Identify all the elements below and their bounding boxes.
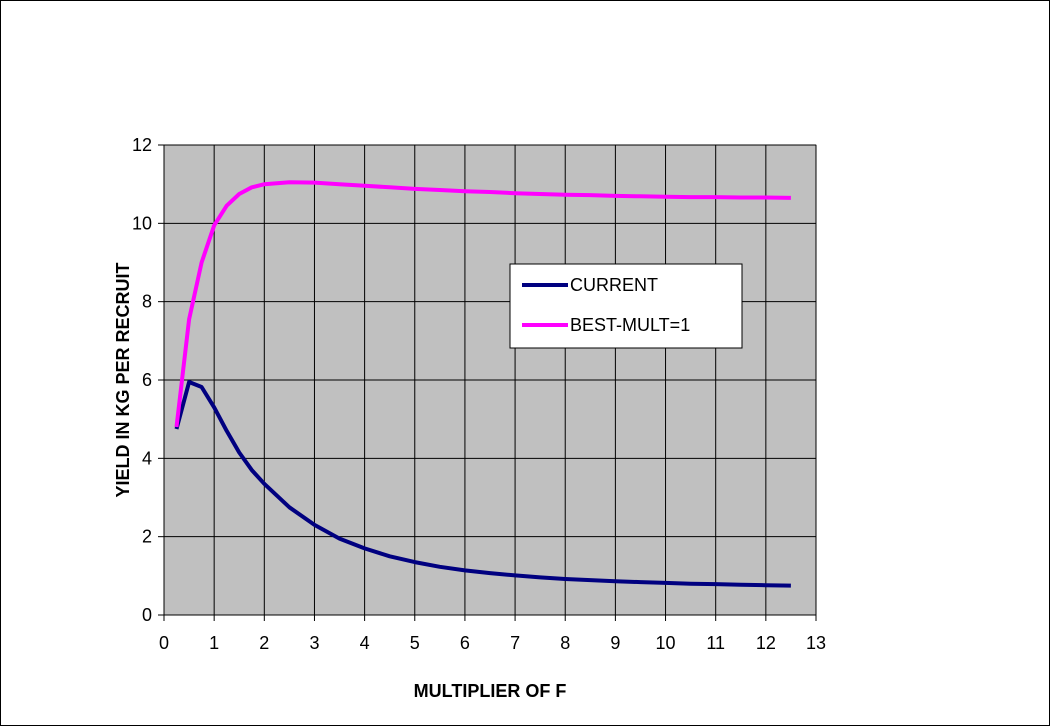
y-axis-title: YIELD IN KG PER RECRUIT <box>113 262 133 497</box>
series-line-2 <box>174 180 791 428</box>
x-tick-label: 10 <box>656 633 676 653</box>
x-tick-label: 12 <box>756 633 776 653</box>
x-tick-label: 6 <box>460 633 470 653</box>
series-lines <box>174 180 791 588</box>
y-tick-label: 4 <box>142 448 152 468</box>
x-tick-label: 2 <box>259 633 269 653</box>
series-line-1 <box>174 380 791 588</box>
y-tick-label: 10 <box>132 213 152 233</box>
y-tick-label: 2 <box>142 527 152 547</box>
y-tick-label: 8 <box>142 292 152 312</box>
x-tick-label: 1 <box>209 633 219 653</box>
x-tick-label: 5 <box>410 633 420 653</box>
x-tick-label: 4 <box>360 633 370 653</box>
y-tick-label: 0 <box>142 605 152 625</box>
y-tick-label: 12 <box>132 135 152 155</box>
legend-box <box>509 263 743 349</box>
x-axis-ticks: 0 1 2 3 4 5 6 7 8 9 10 11 12 13 <box>159 615 826 653</box>
x-tick-label: 8 <box>560 633 570 653</box>
y-tick-label: 6 <box>142 370 152 390</box>
y-axis-ticks: 0 2 4 6 8 10 12 <box>132 135 164 625</box>
x-tick-label: 0 <box>159 633 169 653</box>
grid-lines <box>164 144 817 615</box>
x-tick-label: 7 <box>510 633 520 653</box>
x-tick-label: 3 <box>309 633 319 653</box>
x-tick-label: 9 <box>610 633 620 653</box>
x-tick-label: 13 <box>806 633 826 653</box>
legend-label: BEST-MULT=1 <box>570 315 690 335</box>
x-tick-label: 11 <box>706 633 725 653</box>
legend-label: CURRENT <box>570 275 658 295</box>
legend: CURRENT BEST-MULT=1 <box>509 263 743 349</box>
x-axis-title: MULTIPLIER OF F <box>414 681 567 701</box>
